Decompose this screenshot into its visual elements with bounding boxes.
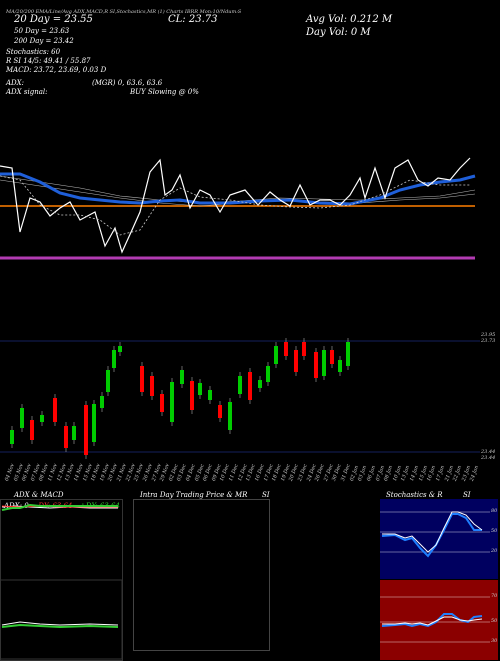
day-volume: Day Vol: 0 M [306,27,371,38]
price-axis-bottom: 23.44 [481,449,496,455]
stoch-title: Stochastics & R [386,491,443,499]
candle-body [180,370,184,384]
candle-body [248,372,252,400]
candle-body [346,342,350,366]
level-label: 70 [491,593,498,599]
level-label: 20 [491,548,498,554]
level-label: 50 [491,528,498,534]
candle-body [40,415,44,422]
price-axis-top: 23.95 [481,332,496,338]
macd-readout: MACD: 23.72, 23.69, 0.03 D [6,66,107,74]
close-price: CL: 23.73 [168,14,218,25]
price-line [0,157,471,254]
adx-white-line [1,505,118,509]
rsi-line [381,613,483,628]
stoch-d-line [382,511,483,553]
candle-body [190,381,194,410]
candle-body [266,366,270,382]
candle-body [228,402,232,430]
candle-body [198,383,202,395]
adx-label: ADX: [6,79,25,87]
stoch-si: SI [463,491,471,499]
adx-signal-label: ADX signal: [6,88,48,96]
candle-body [170,382,174,422]
candle-body [92,404,96,442]
candle-body [322,350,326,376]
candle-body [118,346,122,352]
level-label: 80 [491,508,498,514]
candle-body [314,352,318,378]
legend-ma20: 20 Day = 23.55 [14,14,93,25]
candle-body [330,350,334,364]
stochastics-readout: Stochastics: 60 [6,48,61,56]
price-axis-bottom2: 23.44 [481,455,496,461]
macd-line [1,621,119,626]
legend-ma50: 50 Day = 23.63 [14,27,70,35]
candle-body [64,426,68,448]
level-label: 50 [491,618,498,624]
candle-body [140,366,144,392]
candle-body [294,350,298,372]
intraday-title: Intra Day Trading Price & MR [140,491,248,499]
candle-body [20,408,24,428]
plus-dy-line [1,503,118,511]
legend-ma200: 200 Day = 23.42 [14,37,74,45]
price-axis-top2: 23.73 [481,338,496,344]
candle-body [112,350,116,368]
intraday-si: SI [262,491,270,499]
candle-body [10,430,14,444]
candle-body [274,346,278,364]
candle-body [150,376,154,396]
candlestick-chart [0,338,480,459]
candle-body [238,376,242,394]
intraday-panel [133,499,270,651]
candle-body [30,420,34,440]
rsi-ma-line [382,616,483,626]
level-label: 30 [491,638,498,644]
candle-body [338,360,342,372]
candle-body [106,370,110,392]
candle-body [302,342,306,356]
macd-signal-line [1,623,119,629]
candle-body [72,426,76,440]
macd-subpanel [0,579,123,660]
candle-body [208,390,212,400]
adx-macd-title: ADX & MACD [14,491,64,499]
candle-body [258,380,262,388]
avg-volume: Avg Vol: 0.212 M [306,14,393,25]
moving-average-chart [0,157,476,260]
adx-values: (MGR) 0, 63.6, 63.6 [92,79,163,87]
candle-body [53,398,57,422]
candle-body [84,405,88,455]
header-top-line: MA/20/200 EMA/Line/Avg ADX,MACD,R SI,Sto… [6,9,242,15]
adx-signal-value: BUY Slowing @ 0% [130,88,199,96]
candle-body [284,342,288,356]
candle-body [100,396,104,408]
candle-body [160,394,164,412]
rsi-readout: R SI 14/5: 49.41 / 55.87 [6,57,91,65]
candle-body [218,405,222,418]
